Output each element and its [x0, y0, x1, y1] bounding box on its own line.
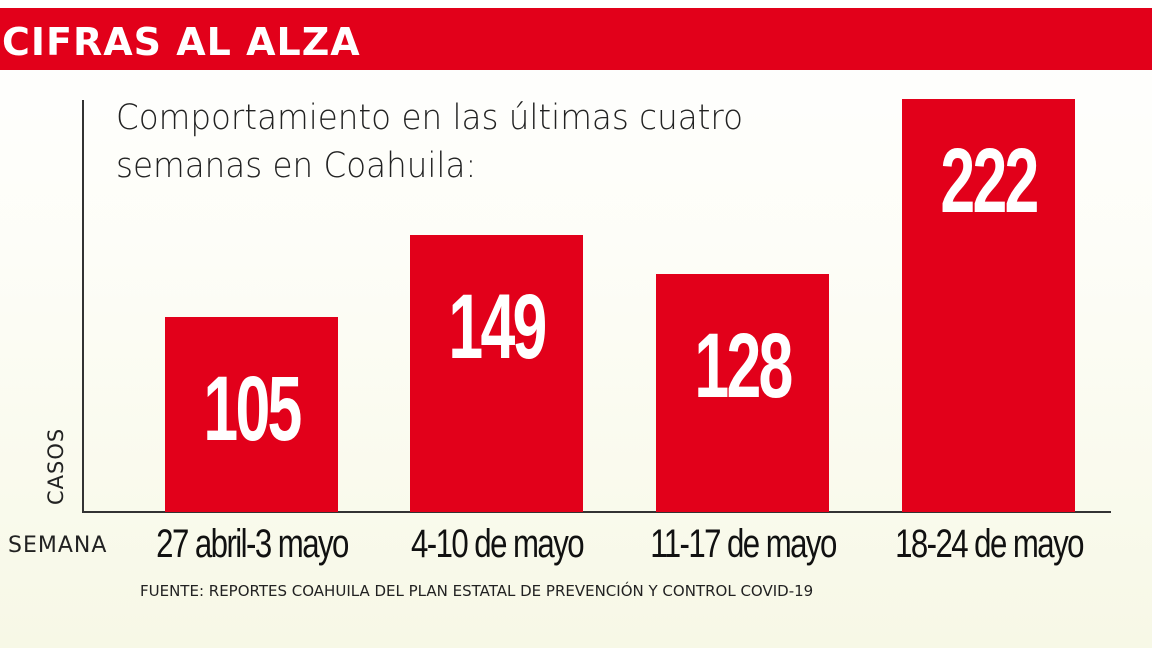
bar-value-label: 105: [203, 358, 302, 460]
y-axis-label: CASOS: [44, 427, 68, 505]
chart-title: CIFRAS AL ALZA: [2, 20, 361, 64]
chart-subtitle: Comportamiento en las últimas cuatro sem…: [116, 98, 744, 186]
x-axis: [82, 511, 1111, 513]
bar-value-label: 149: [448, 276, 547, 378]
x-axis-label: SEMANA: [8, 533, 108, 558]
bar: 105: [165, 317, 338, 512]
bar: 128: [656, 274, 829, 512]
category-label: 4-10 de mayo: [410, 522, 585, 566]
bar: 149: [410, 235, 583, 512]
title-bar: CIFRAS AL ALZA: [0, 8, 1152, 70]
category-label: 18-24 de mayo: [895, 522, 1084, 566]
bar-value-label: 222: [940, 130, 1039, 232]
y-axis: [82, 100, 84, 513]
category-label: 11-17 de mayo: [650, 522, 837, 566]
source-note: FUENTE: REPORTES COAHUILA DEL PLAN ESTAT…: [140, 582, 814, 600]
bar: 222: [902, 99, 1075, 512]
bar-value-label: 128: [694, 315, 793, 417]
category-label: 27 abril-3 mayo: [156, 522, 349, 566]
